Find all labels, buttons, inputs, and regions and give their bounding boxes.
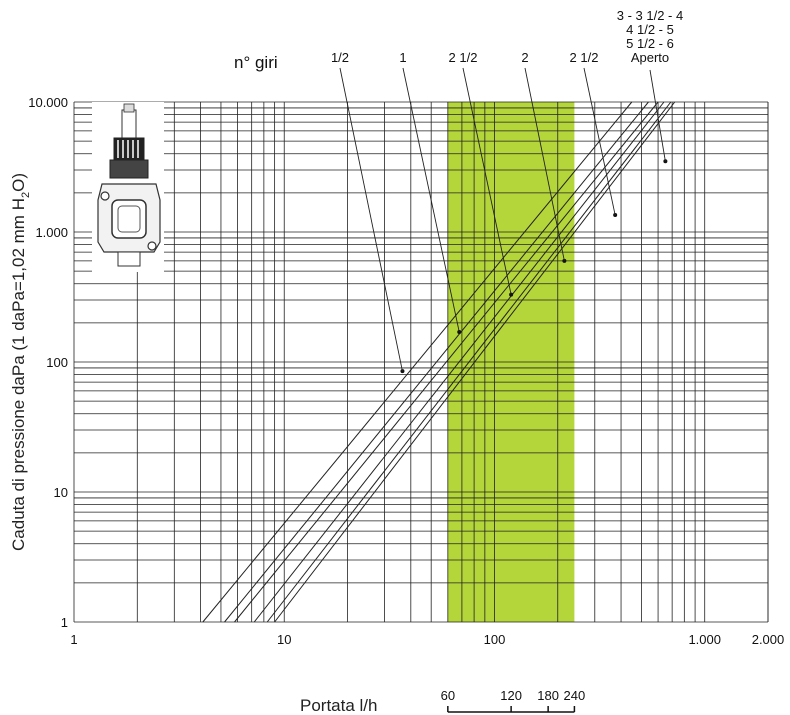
turns-label: n° giri [234, 53, 278, 72]
x-tick-label: 100 [484, 632, 506, 647]
curve-label: 2 1/2 [449, 50, 478, 65]
y-axis-title-end: O) [9, 173, 28, 192]
curves [202, 101, 676, 623]
curve-label: 2 [521, 50, 528, 65]
y-tick-label: 10 [54, 485, 68, 500]
leader-lines [339, 67, 668, 374]
scale-bar-label: 240 [564, 688, 586, 703]
curve-label: 2 1/2 [570, 50, 599, 65]
scale-bar-label: 60 [441, 688, 455, 703]
x-tick-label: 10 [277, 632, 291, 647]
curve-label: 1/2 [331, 50, 349, 65]
curve-marker [509, 292, 514, 297]
x-axis-title: Portata l/h [300, 696, 378, 715]
x-tick-label: 2.000 [752, 632, 785, 647]
leader-line [649, 69, 666, 162]
leader-line [583, 67, 616, 216]
curve-line [274, 101, 676, 623]
y-tick-label: 1.000 [35, 225, 68, 240]
y-axis-title-sub: 2 [20, 192, 32, 198]
curve-labels: 1/2 1 2 1/2 2 2 1/2 3 - 3 1/2 - 44 1/2 - 55 1… [331, 8, 683, 65]
curve-line [224, 101, 649, 623]
y-tick-label: 100 [46, 355, 68, 370]
curve-label: 4 1/2 - 5 [626, 22, 674, 37]
curve-label: 1 [399, 50, 406, 65]
grid [73, 101, 769, 623]
leader-line [462, 67, 512, 295]
x-tick-labels: 1 10 100 1.000 2.000 [70, 632, 784, 647]
scale-bar-label: 180 [537, 688, 559, 703]
curve-line [202, 101, 633, 623]
curve-line [234, 101, 659, 623]
scale-bar-label: 120 [500, 688, 522, 703]
curve-line [266, 101, 672, 623]
x-tick-label: 1 [70, 632, 77, 647]
curve-label: 5 1/2 - 6 [626, 36, 674, 51]
y-axis-title: Caduta di pressione daPa (1 daPa=1,02 mm… [9, 173, 32, 551]
y-axis-title-main: Caduta di pressione daPa (1 daPa=1,02 mm… [9, 198, 28, 551]
curve-label: Aperto [631, 50, 669, 65]
y-tick-labels: 1 10 100 1.000 10.000 [28, 95, 68, 630]
curve-label: 3 - 3 1/2 - 4 [617, 8, 683, 23]
y-tick-label: 10.000 [28, 95, 68, 110]
y-tick-label: 1 [61, 615, 68, 630]
scale-bar: 60 120 180 240 [441, 688, 586, 713]
x-tick-label: 1.000 [688, 632, 721, 647]
leader-line [339, 67, 403, 372]
leader-line [524, 67, 565, 261]
valve-illustration [92, 102, 164, 272]
leader-line [402, 67, 460, 333]
curve-line [253, 101, 665, 623]
